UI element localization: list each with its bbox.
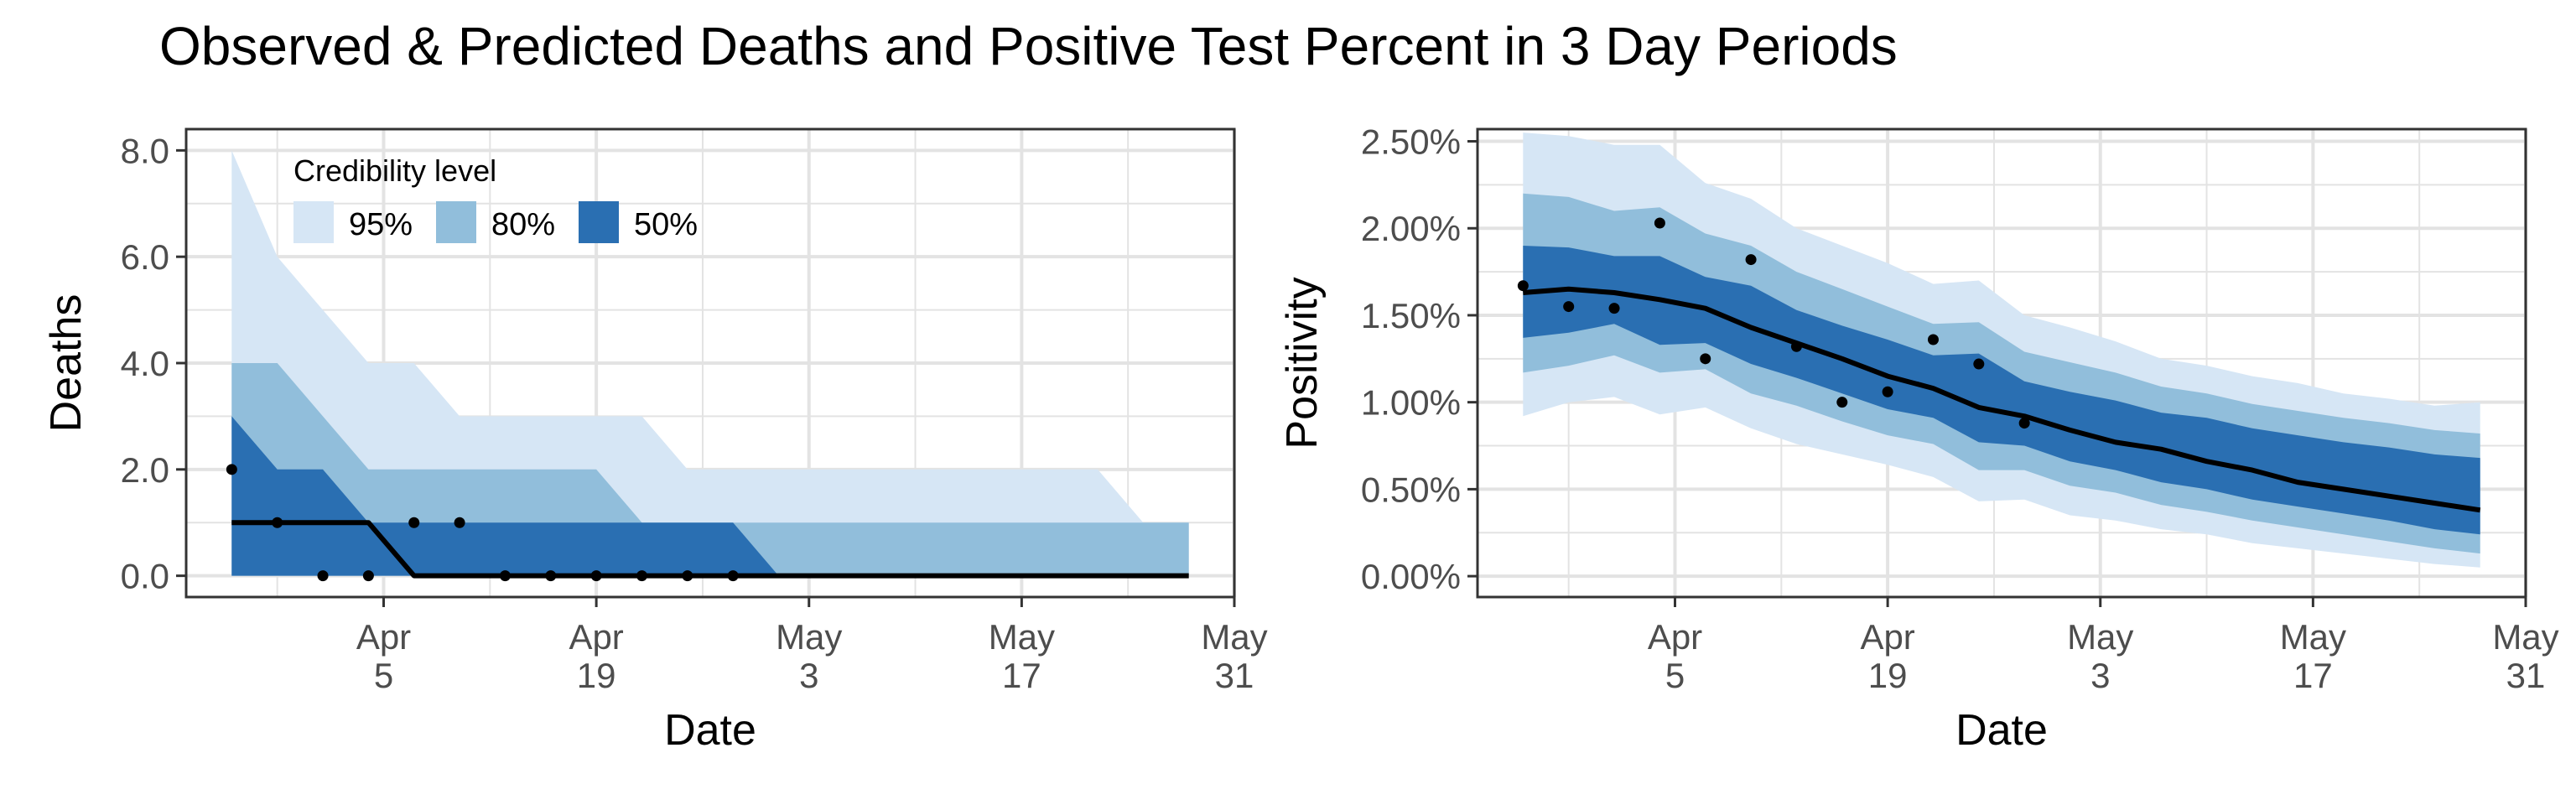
x-axis-title: Date — [1955, 706, 2048, 755]
x-tick-label: Apr — [569, 617, 623, 657]
observed-point — [1882, 386, 1893, 397]
observed-point — [636, 570, 647, 582]
y-tick-label: 2.0 — [121, 450, 169, 490]
x-tick-label: 17 — [2293, 656, 2333, 695]
observed-point — [1927, 334, 1939, 345]
y-tick-label: 0.00% — [1361, 557, 1461, 596]
median-line — [231, 520, 1189, 579]
x-tick-label: 5 — [1665, 656, 1685, 695]
y-tick-label: 6.0 — [121, 237, 169, 277]
y-tick-label: 2.00% — [1361, 209, 1461, 248]
x-tick-label: May — [989, 617, 1055, 657]
x-tick-label: 19 — [1868, 656, 1908, 695]
observed-point — [1790, 340, 1802, 352]
y-tick-label: 1.50% — [1361, 296, 1461, 335]
x-tick-label: May — [1201, 617, 1267, 657]
observed-point — [1563, 301, 1575, 313]
x-tick-label: 3 — [2090, 656, 2110, 695]
observed-point — [1836, 397, 1848, 408]
legend-label: 95% — [349, 207, 413, 242]
y-tick-label: 4.0 — [121, 344, 169, 383]
x-tick-label: 19 — [577, 656, 616, 695]
median-line — [1523, 286, 2481, 513]
observed-point — [499, 570, 511, 582]
observed-point — [727, 570, 739, 582]
positivity-panel: Apr5Apr19May3May17May310.00%0.50%1.00%1.… — [1278, 122, 2559, 755]
y-tick-label: 8.0 — [121, 131, 169, 170]
observed-point — [1517, 280, 1529, 292]
chart-title: Observed & Predicted Deaths and Positive… — [159, 16, 1898, 76]
observed-point — [545, 570, 557, 582]
x-tick-label: May — [776, 617, 842, 657]
x-tick-label: May — [2067, 617, 2133, 657]
x-tick-label: 31 — [2506, 656, 2546, 695]
legend-key — [579, 201, 619, 243]
x-tick-label: May — [2280, 617, 2346, 657]
legend: Credibility level 95% 80% 50% — [293, 153, 698, 243]
observed-point — [317, 570, 329, 582]
y-tick-label: 1.00% — [1361, 383, 1461, 423]
x-tick-label: Apr — [1860, 617, 1914, 657]
y-axis-title: Deaths — [42, 294, 91, 433]
x-axis-title: Date — [664, 706, 756, 755]
deaths-panel: Apr5Apr19May3May17May310.02.04.06.08.0Da… — [42, 127, 1268, 755]
panel-border — [1476, 127, 2527, 599]
observed-point — [590, 570, 602, 582]
observed-point — [1745, 254, 1757, 266]
band-50 — [231, 416, 1189, 576]
legend-label: 50% — [634, 207, 698, 242]
y-axis-title: Positivity — [1278, 277, 1327, 449]
observed-point — [1608, 303, 1620, 314]
x-tick-label: Apr — [1648, 617, 1702, 657]
y-tick-label: 2.50% — [1361, 122, 1461, 162]
observed-point — [1973, 358, 1985, 370]
observed-point — [408, 517, 420, 528]
legend-label: 80% — [491, 207, 555, 242]
band-80 — [231, 363, 1189, 576]
observed-point — [1654, 217, 1665, 229]
observed-point — [362, 570, 374, 582]
observed-point — [682, 570, 693, 582]
x-tick-label: 3 — [799, 656, 818, 695]
observed-point — [454, 517, 465, 528]
observed-point — [1700, 353, 1711, 365]
legend-key — [293, 201, 334, 243]
band-50 — [1523, 246, 2480, 535]
legend-key — [436, 201, 476, 243]
x-tick-label: May — [2492, 617, 2558, 657]
observed-point — [226, 464, 237, 475]
x-tick-label: 5 — [374, 656, 393, 695]
y-tick-label: 0.0 — [121, 557, 169, 596]
observed-point — [2018, 418, 2030, 429]
y-tick-label: 0.50% — [1361, 470, 1461, 509]
legend-title: Credibility level — [293, 153, 496, 188]
x-tick-label: 31 — [1215, 656, 1254, 695]
x-tick-label: Apr — [356, 617, 411, 657]
observed-point — [272, 517, 283, 528]
x-tick-label: 17 — [1002, 656, 1041, 695]
